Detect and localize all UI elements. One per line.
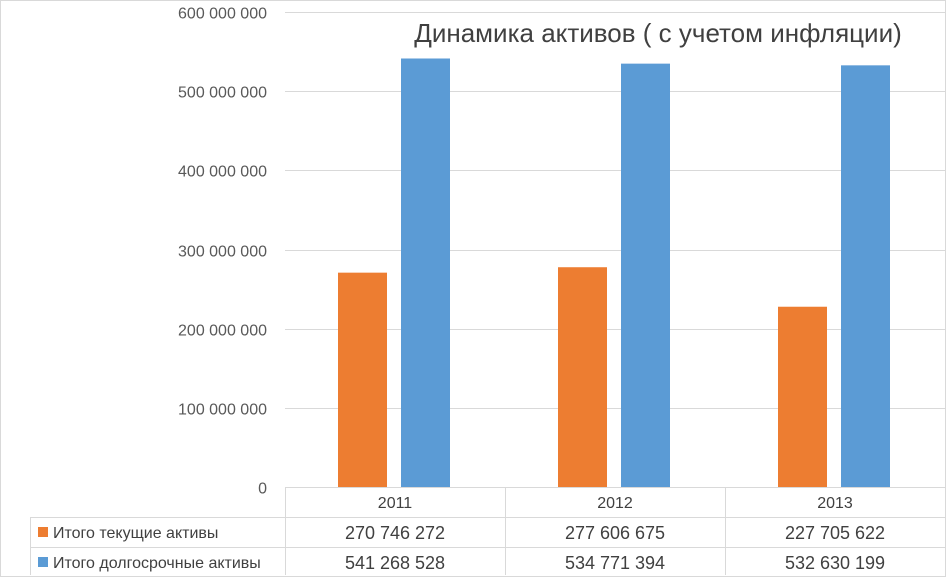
legend-label: Итого текущие активы: [53, 525, 218, 542]
bar: [841, 65, 890, 488]
y-tick-label: 0: [258, 481, 267, 498]
y-tick-label: 500 000 000: [178, 85, 267, 102]
bars: [338, 58, 890, 488]
bar: [401, 58, 450, 487]
data-label: 532 630 199: [785, 553, 885, 573]
y-tick-label: 400 000 000: [178, 164, 267, 181]
data-label: 277 606 675: [565, 523, 665, 543]
data-label: 227 705 622: [785, 523, 885, 543]
x-category-label: 2013: [817, 495, 853, 512]
y-tick-label: 200 000 000: [178, 323, 267, 340]
legend-label: Итого долгосрочные активы: [53, 555, 261, 572]
bar: [621, 63, 670, 487]
legend-swatch: [38, 557, 48, 567]
y-tick-label: 100 000 000: [178, 402, 267, 419]
y-tick-label: 300 000 000: [178, 244, 267, 261]
data-table: 2011 2012 2013 Итого текущие активы 270 746 …: [30, 487, 946, 575]
legend-swatch: [38, 527, 48, 537]
gridlines: [285, 12, 945, 409]
x-category-label: 2011: [378, 495, 413, 512]
bar: [558, 267, 607, 487]
bar: [338, 272, 387, 487]
chart-title: Динамика активов ( с учетом инфляции): [414, 18, 902, 48]
data-label: 534 771 394: [565, 553, 665, 573]
y-axis-tick-labels: 0 100 000 000 200 000 000 300 000 000 400 00…: [178, 6, 267, 498]
x-category-label: 2012: [597, 495, 633, 512]
data-label: 270 746 272: [345, 523, 445, 543]
bar: [778, 306, 827, 487]
y-tick-label: 600 000 000: [178, 6, 267, 23]
data-label: 541 268 528: [345, 553, 445, 573]
